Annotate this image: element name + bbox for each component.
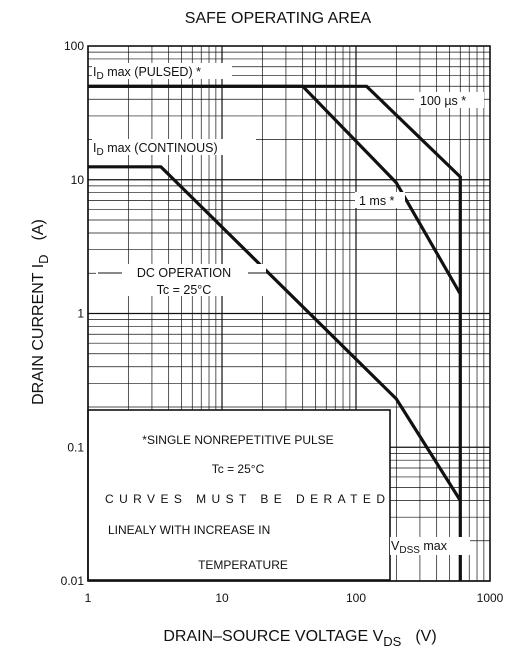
- note-box: [87, 409, 391, 581]
- label-bg-vdss: [390, 537, 470, 555]
- label-bg-pulsed: [92, 63, 232, 79]
- note-line-3: CURVES MUST BE DERATED: [105, 492, 385, 506]
- note-line-2: Tc = 25°C: [212, 462, 265, 476]
- label-bg-cont: [92, 139, 256, 155]
- plot-frame: [87, 45, 491, 582]
- label-bg-dc: [96, 264, 266, 296]
- label-vdss: VDSS max: [391, 539, 448, 556]
- x-tick-label: 10: [215, 591, 229, 605]
- series-line-2: [88, 84, 462, 295]
- series-line-3: [88, 165, 462, 502]
- label-id-cont: ID max (CONTINOUS): [93, 141, 218, 158]
- y-tick-label: 10: [71, 173, 85, 187]
- x-tick-label: 100: [346, 591, 366, 605]
- series-layer: [88, 84, 462, 581]
- note-line-1: *SINGLE NONREPETITIVE PULSE: [142, 433, 333, 447]
- label-bg-1ms: [355, 192, 405, 208]
- label-dc-operation: DC OPERATION: [137, 266, 231, 280]
- y-tick-label: 0.01: [61, 574, 85, 588]
- y-tick-label: 0.1: [67, 440, 84, 454]
- label-100us: 100 µs *: [420, 94, 466, 108]
- note-line-4: LINEALY WITH INCREASE IN: [108, 523, 270, 537]
- x-axis-label: DRAIN–SOURCE VOLTAGE VDS (V): [163, 628, 436, 649]
- label-bg-100us: [414, 92, 484, 108]
- y-tick-label: 1: [77, 307, 84, 321]
- x-tick-label: 1000: [477, 591, 504, 605]
- label-dc-tc: Tc = 25°C: [157, 283, 212, 297]
- y-tick-label: 100: [64, 39, 84, 53]
- chart-title: SAFE OPERATING AREA: [185, 10, 372, 27]
- note-line-5: TEMPERATURE: [198, 558, 288, 572]
- tick-labels: 1 10 100 1000 0.01 0.1 1 10 100: [61, 39, 504, 605]
- y-axis-label: DRAIN CURRENT ID(A): [30, 219, 51, 405]
- label-1ms: 1 ms *: [359, 194, 395, 208]
- x-tick-label: 1: [85, 591, 92, 605]
- label-id-pulsed: ID max (PULSED) *: [93, 65, 201, 82]
